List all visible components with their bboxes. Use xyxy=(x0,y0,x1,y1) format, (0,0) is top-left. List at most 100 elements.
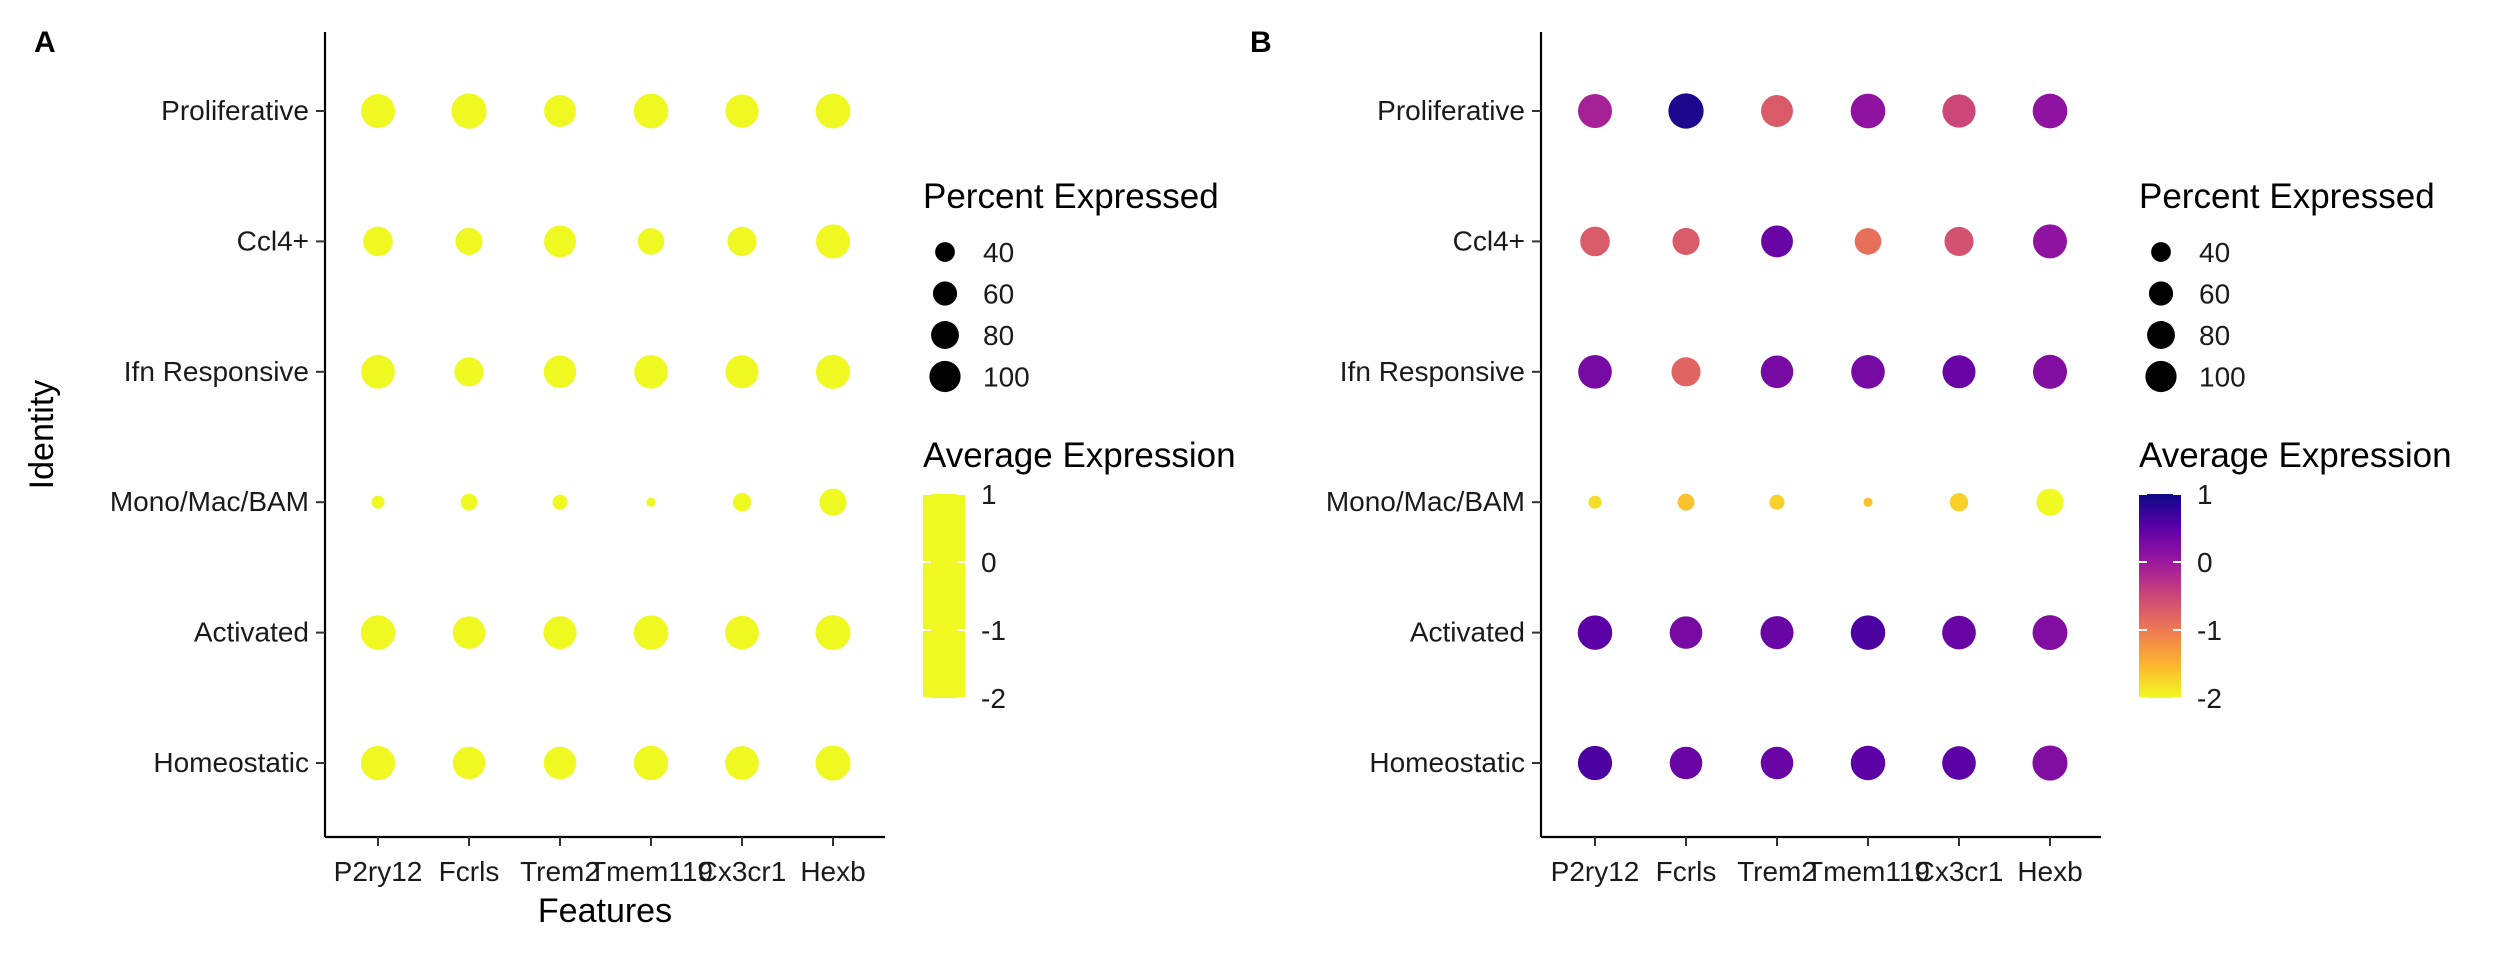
panel-label: B xyxy=(1250,26,1272,59)
dot xyxy=(1854,228,1882,255)
dot xyxy=(361,354,395,389)
size-legend-label: 80 xyxy=(2199,320,2230,351)
x-tick-label: Cx3cr1 xyxy=(698,856,787,887)
dot xyxy=(1942,94,1976,128)
color-legend-label: 1 xyxy=(981,479,997,510)
dot xyxy=(725,94,759,128)
size-legend-title: Percent Expressed xyxy=(2139,177,2435,216)
size-legend-label: 100 xyxy=(983,362,1030,393)
size-legend-dot xyxy=(2151,242,2171,262)
y-tick-label: Mono/Mac/BAM xyxy=(110,486,309,517)
panel-label: A xyxy=(34,26,56,59)
dot xyxy=(2032,354,2068,389)
dot xyxy=(2032,93,2068,129)
x-tick-label: P2ry12 xyxy=(1551,856,1640,887)
x-tick-label: Hexb xyxy=(2017,856,2082,887)
y-tick-label: Activated xyxy=(1410,617,1525,648)
dot xyxy=(1761,95,1793,127)
dot xyxy=(1668,93,1704,129)
dot xyxy=(451,93,487,129)
size-legend-dot xyxy=(935,242,955,262)
dot xyxy=(1669,616,1703,649)
dot xyxy=(1761,225,1793,258)
y-tick-label: Ifn Responsive xyxy=(1340,356,1525,387)
y-tick-label: Proliferative xyxy=(161,95,309,126)
size-legend-dot xyxy=(929,360,961,393)
dot xyxy=(360,745,396,781)
x-tick-label: Cx3cr1 xyxy=(1915,856,2004,887)
y-tick-label: Homeostatic xyxy=(153,747,309,778)
y-axis-title: Identity xyxy=(23,380,61,490)
dot xyxy=(2032,615,2068,651)
dot xyxy=(815,745,851,781)
dot xyxy=(1863,497,1873,507)
dot xyxy=(363,226,393,257)
y-tick-label: Homeostatic xyxy=(1369,747,1525,778)
panel-a: A Proliferative Ccl4+ Ifn Responsive Mono/Ma… xyxy=(23,26,1236,930)
size-legend-dot xyxy=(932,281,958,306)
dot xyxy=(1850,745,1886,781)
dot xyxy=(371,495,385,509)
dot xyxy=(819,488,847,516)
dot xyxy=(544,95,576,127)
dot xyxy=(360,615,396,650)
dot xyxy=(455,227,483,255)
color-legend-label: -2 xyxy=(981,683,1006,714)
dot xyxy=(633,93,669,129)
dot xyxy=(2036,488,2064,516)
x-tick-label: Trem2 xyxy=(520,856,600,887)
dot xyxy=(732,492,752,512)
size-legend-label: 80 xyxy=(983,320,1014,351)
dot xyxy=(1850,615,1886,650)
dot xyxy=(727,226,757,256)
dot xyxy=(360,93,396,129)
dot xyxy=(1669,746,1703,780)
x-tick-label: Hexb xyxy=(800,856,865,887)
color-legend-label: -2 xyxy=(2197,683,2222,714)
y-tick-label: Ccl4+ xyxy=(1453,225,1525,256)
dot xyxy=(1577,745,1613,781)
size-legend-dot xyxy=(2147,321,2175,349)
size-legend-title: Percent Expressed xyxy=(923,177,1219,216)
dot xyxy=(637,228,665,255)
dot xyxy=(543,616,577,650)
size-legend-label: 60 xyxy=(983,279,1014,310)
color-legend-label: -1 xyxy=(2197,615,2222,646)
dot xyxy=(543,355,577,389)
x-tick-label: Trem2 xyxy=(1737,856,1817,887)
color-legend-title: Average Expression xyxy=(2139,436,2452,475)
dot xyxy=(452,616,486,649)
dot xyxy=(1671,357,1701,387)
y-tick-label: Mono/Mac/BAM xyxy=(1326,486,1525,517)
dot xyxy=(815,354,851,389)
dot xyxy=(543,746,577,780)
dot xyxy=(725,615,759,650)
dot xyxy=(544,225,576,258)
dot xyxy=(1580,226,1610,257)
dot xyxy=(552,494,568,510)
dot xyxy=(1588,495,1602,509)
y-tick-label: Ifn Responsive xyxy=(124,356,309,387)
dot xyxy=(1942,746,1976,780)
dot xyxy=(2032,224,2068,259)
color-legend-label: 1 xyxy=(2197,479,2213,510)
dot xyxy=(1760,355,1794,389)
x-tick-label: Fcrls xyxy=(1656,856,1717,887)
panel-b: B Proliferative Ccl4+ Ifn Responsive Mono/Ma… xyxy=(1250,26,2452,887)
color-legend-label: 0 xyxy=(981,547,997,578)
color-legend-title: Average Expression xyxy=(923,436,1236,475)
dot xyxy=(1672,227,1700,255)
size-legend-label: 60 xyxy=(2199,279,2230,310)
y-tick-label: Activated xyxy=(194,617,309,648)
x-tick-label: Tmem119 xyxy=(1806,856,1930,887)
dot xyxy=(634,354,668,389)
dot xyxy=(1577,93,1613,129)
dot xyxy=(1944,226,1974,256)
dot xyxy=(1577,615,1613,650)
dot xyxy=(1851,354,1885,389)
color-legend-label: -1 xyxy=(981,615,1006,646)
dot xyxy=(1769,494,1785,510)
dot xyxy=(1677,493,1695,511)
dot xyxy=(1760,746,1794,780)
size-legend-dot xyxy=(2145,360,2177,393)
